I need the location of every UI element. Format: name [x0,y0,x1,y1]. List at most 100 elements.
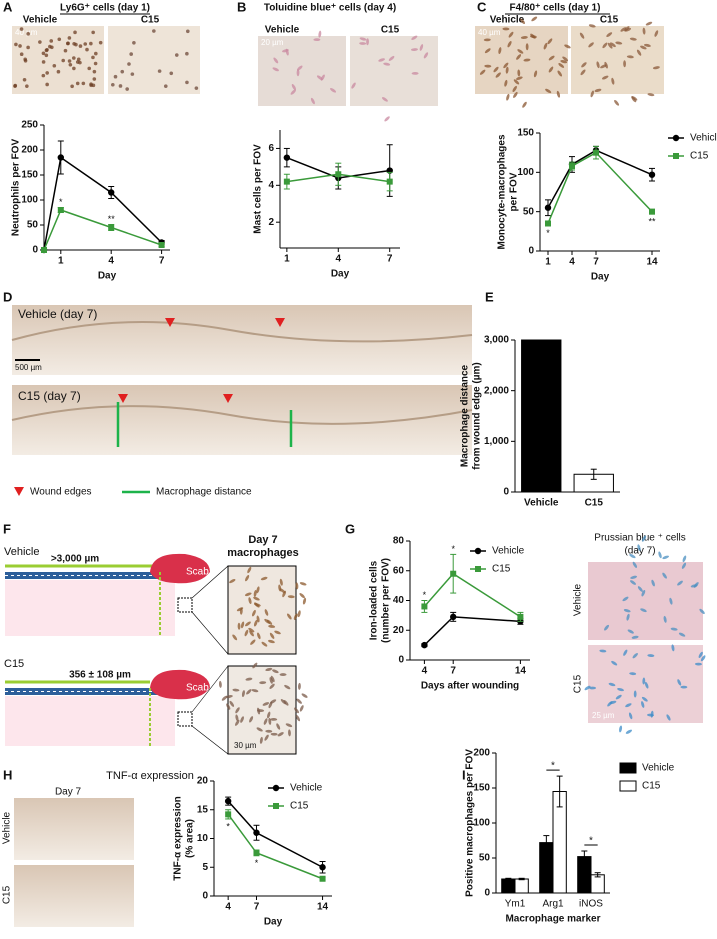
cell [681,562,687,569]
image-label: C15 [600,15,619,26]
dermis [5,580,175,636]
marker [319,864,326,871]
cell [19,27,24,31]
cell [73,30,77,35]
y-tick-label: 20 [197,776,209,787]
cell [57,37,62,42]
cell [244,592,252,597]
cell [252,662,258,669]
cell [250,639,256,645]
cell [299,593,305,599]
y-tick-label: 150 [473,783,490,794]
image-label: C15 [381,25,400,36]
cell [654,30,659,37]
cell [48,44,52,49]
y-tick-label: 4 [268,180,274,191]
bar [514,878,529,894]
cell [67,59,72,63]
cell [677,679,682,686]
legend-label: Macrophage distance [156,487,252,498]
legend-label: Vehicle [690,133,717,144]
bar [521,339,562,493]
marker [253,849,260,856]
cell [294,707,300,714]
cell [594,88,602,92]
cell [622,596,629,602]
marker [57,207,64,213]
cell [517,49,524,54]
cell [253,596,260,601]
marker [421,641,428,649]
cell [543,42,548,50]
cell [256,727,263,732]
y-tick-label: 80 [393,536,405,547]
cell [263,718,268,725]
cell [253,619,258,627]
cell [194,86,199,90]
cell [419,44,424,51]
marker [421,603,428,610]
cell [98,40,103,45]
cell [264,734,269,741]
cell [269,699,277,704]
cell [506,93,510,101]
image-label: Day 7 [55,787,82,798]
cell [607,42,613,49]
x-tick-label: 4 [569,257,575,268]
image-label: Vehicle [573,583,584,616]
image-title: macrophages [227,547,299,559]
y-tick-label: 250 [21,120,38,131]
cell [94,51,98,56]
y-tick-label: 15 [197,804,209,815]
cell [237,622,241,630]
y-tick-label: 50 [479,853,491,864]
legend-label: C15 [642,781,661,792]
zoom-box [177,711,193,727]
cell [662,555,670,560]
cell [111,83,115,87]
marker [450,613,457,621]
x-axis-label: Days after wounding [421,681,519,692]
cell [479,69,486,75]
significance: * [423,590,427,600]
cell [265,667,273,672]
cell [78,44,83,48]
cell [270,732,278,736]
image-label: Vehicle [490,15,525,26]
zoom-line [191,665,229,713]
line [423,572,521,618]
zoom-line [191,565,229,599]
y-tick-label: 50 [523,206,535,217]
cell [388,55,395,61]
wound-edge-marker [275,318,285,327]
micrograph [350,36,438,106]
x-tick-label: 7 [387,254,393,265]
tissue-line [11,321,473,343]
line [43,156,163,251]
panel-label: C [477,0,487,14]
cell [240,716,244,723]
panel-label: I [462,767,466,782]
cell [61,58,66,63]
cell [257,709,265,712]
cell [641,589,646,597]
cell [700,655,706,662]
scale-label: 30 µm [234,741,257,750]
cell [493,66,499,73]
cell [185,29,190,34]
cell [590,90,594,98]
y-tick-label: 50 [27,220,39,231]
panel-label: E [485,289,494,304]
cell [72,66,76,71]
cell [632,561,638,568]
cell [13,83,18,88]
cell [280,699,287,705]
line [43,209,162,251]
cell [384,116,390,122]
x-tick-label: iNOS [579,899,603,910]
marker [386,178,393,185]
cell [608,682,616,687]
cell [120,69,125,74]
significance: * [589,836,593,847]
y-tick-label: 40 [393,595,405,606]
